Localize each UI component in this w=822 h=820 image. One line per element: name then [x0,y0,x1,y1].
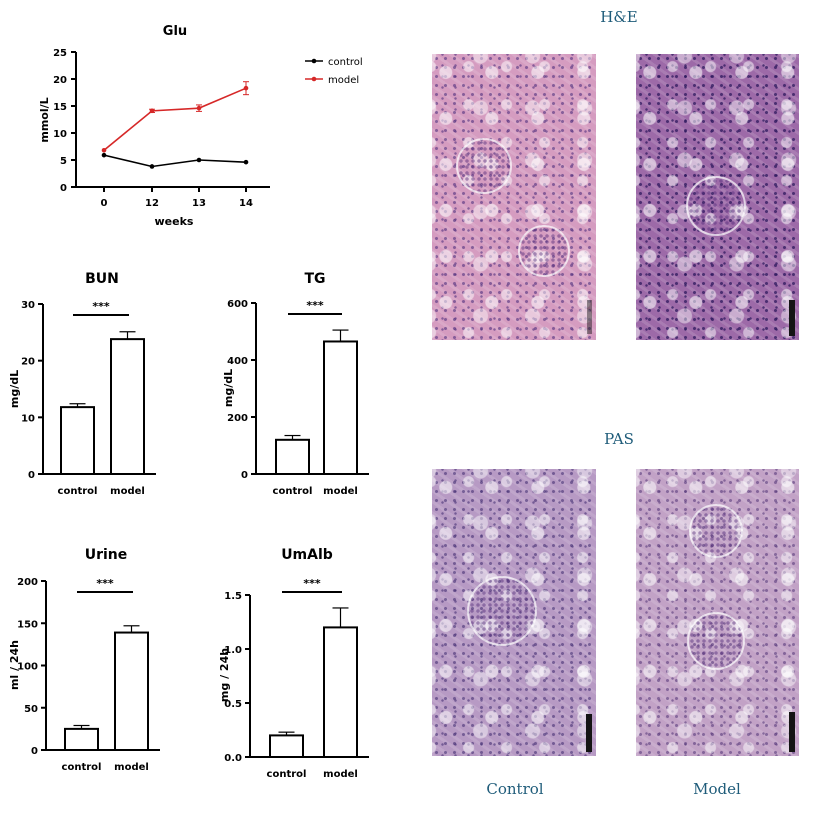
x-tick-label: 14 [239,198,253,209]
pas-model-micrograph [636,469,799,756]
histology-col-label-control: Control [486,780,544,798]
he-model-micrograph [636,54,799,340]
pas-control-micrograph [432,469,596,756]
x-tick-label: model [110,486,145,497]
bar-model [110,338,145,475]
y-tick-label: 0 [60,183,67,194]
y-tick-label: 0 [241,470,248,481]
y-axis-label: ml / 24h [8,640,21,690]
x-tick-label: 0 [101,198,108,209]
series-line-model [103,87,247,151]
y-tick-label: 200 [227,413,248,424]
data-point-control [149,164,155,169]
data-point-control [101,152,107,158]
y-tick-label: 20 [53,75,67,86]
x-tick-label: 13 [192,198,206,209]
scale-bar [586,714,592,752]
bar-model [323,340,358,475]
y-axis-label: mmol/L [38,97,51,142]
x-tick-label: model [323,486,358,497]
y-tick-label: 0.0 [224,753,242,764]
bar-control [269,734,304,759]
y-tick-label: 1.5 [224,591,242,602]
y-tick-label: 0 [31,746,38,757]
chart-title: BUN [85,271,119,287]
y-tick-label: 200 [17,577,38,588]
x-tick-label: model [323,769,358,780]
glomerulus [467,576,537,646]
y-axis-label: mg/dL [222,369,235,407]
x-tick-label: control [267,769,307,780]
chart-title: UmAlb [281,547,333,563]
y-axis-label: mg / 24h [218,648,231,702]
scale-bar [789,300,795,336]
significance-label: *** [96,577,114,590]
significance-label: *** [303,577,321,590]
bar-model [114,631,149,751]
glomerulus [518,225,570,277]
glomerulus [687,612,745,670]
bar-control [60,406,95,475]
glomerulus [686,176,746,236]
legend-marker-control [311,58,317,64]
y-tick-label: 400 [227,356,248,367]
data-point-model [196,105,202,111]
bar-model [323,626,358,759]
glomerulus [456,138,512,194]
y-axis-label: mg/dL [8,370,21,408]
y-tick-label: 0 [28,470,35,481]
glomerulus [689,504,743,558]
y-tick-label: 30 [21,300,35,311]
scale-bar [587,300,592,334]
legend-label-control: control [328,57,363,68]
legend-label-model: model [328,75,359,86]
chart-title: TG [304,271,325,287]
y-tick-label: 150 [17,619,38,630]
y-tick-label: 50 [24,704,38,715]
significance-label: *** [306,299,324,312]
x-tick-label: control [62,762,102,773]
y-tick-label: 15 [53,102,67,113]
significance-label: *** [92,300,110,313]
y-tick-label: 10 [53,129,67,140]
y-tick-label: 100 [17,662,38,673]
legend-marker-model [311,76,317,82]
y-tick-label: 1.0 [224,645,242,656]
y-tick-label: 5 [60,156,67,167]
chart-title: Urine [85,547,128,563]
y-tick-label: 25 [53,48,67,59]
histology-row-label-pas: PAS [604,430,634,448]
x-tick-label: control [58,486,98,497]
x-tick-label: control [273,486,313,497]
scale-bar [789,712,795,752]
data-point-control [196,157,202,163]
y-tick-label: 20 [21,357,35,368]
data-point-model [101,147,107,153]
bar-control [64,727,99,751]
histology-col-label-model: Model [693,780,741,798]
y-tick-label: 600 [227,299,248,310]
y-tick-label: 10 [21,413,35,424]
data-point-model [243,85,249,91]
chart-title: Glu [163,24,187,39]
he-control-micrograph [432,54,596,340]
y-tick-label: 0.5 [224,699,242,710]
x-tick-label: model [114,762,149,773]
data-point-model [149,108,155,114]
series-line-control [103,154,247,168]
x-axis-label: weeks [155,215,194,228]
histology-row-label-he: H&E [600,8,638,26]
bar-control [275,438,310,475]
data-point-control [243,159,249,165]
x-tick-label: 12 [145,198,159,209]
